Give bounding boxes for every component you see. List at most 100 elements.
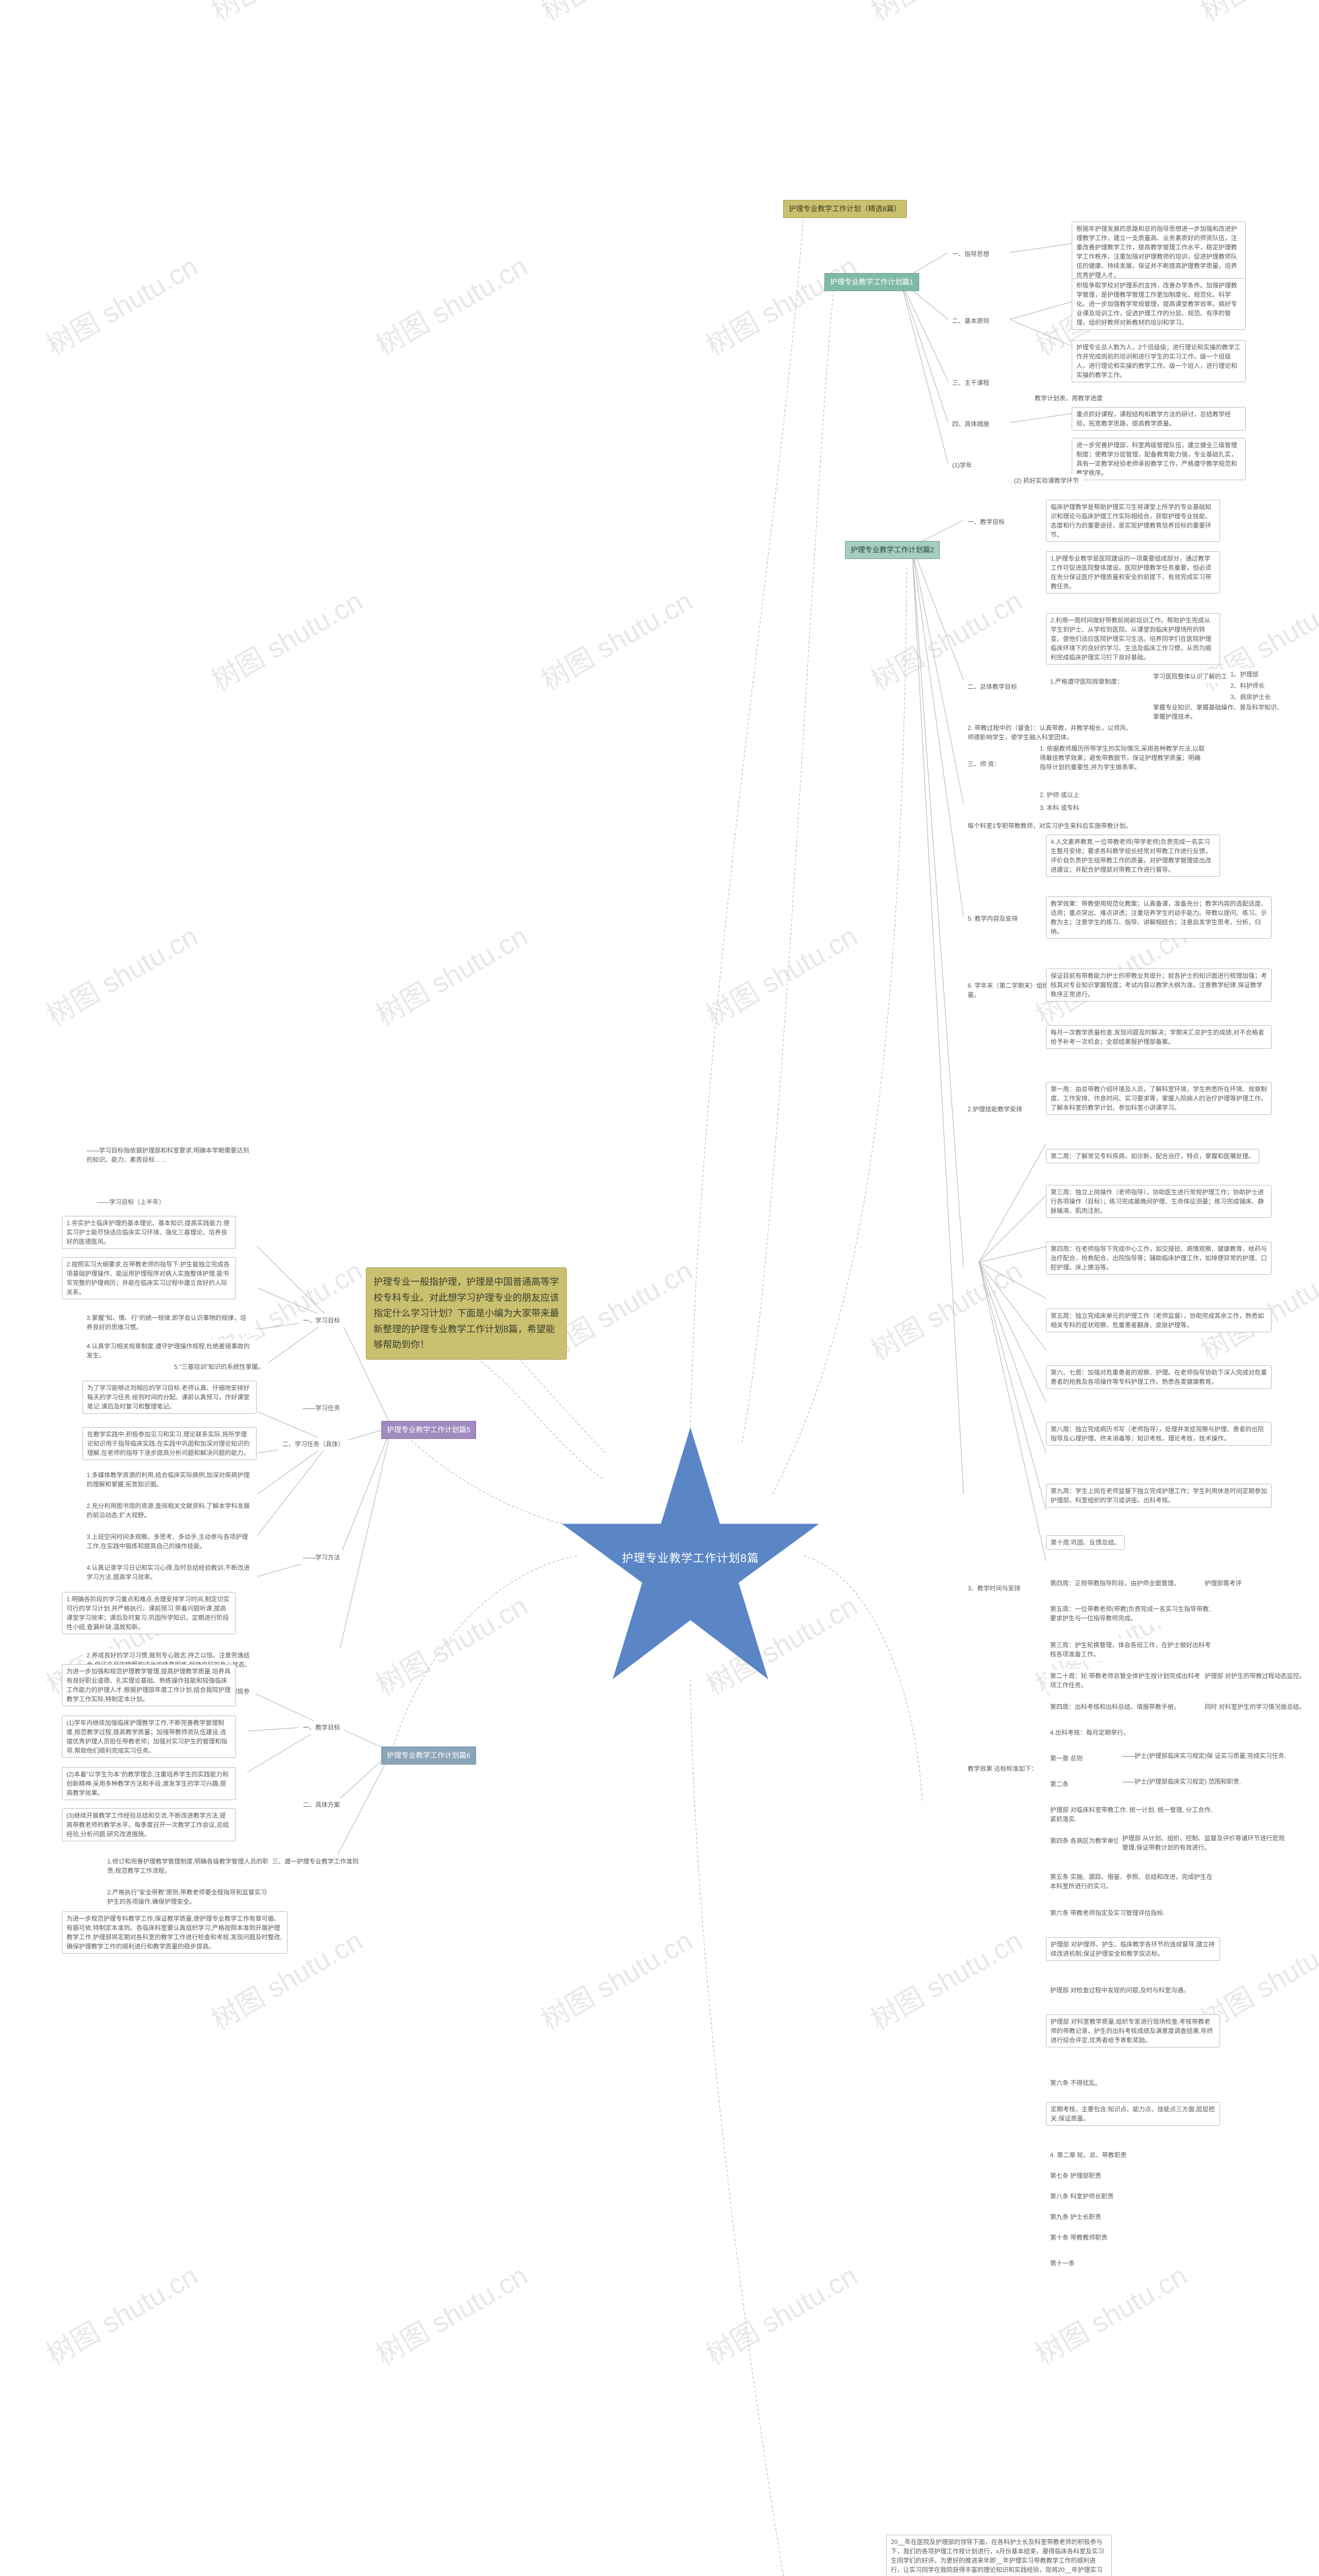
p2-a-d3: 2.利用一周时间做好带教前岗前培训工作。帮助护生完成从学生到护士、从学校到医院、… xyxy=(1046,613,1220,665)
p1-c-t: 三、主干课程 xyxy=(948,376,993,389)
p2-g0d: ——护士(护理部临床实习规定)保 证实习质量,完成实习任务. xyxy=(1118,1749,1290,1762)
p6-a2: (3)继续开展教学工作经验总结和交流,不断改进教学方法,提高带教老师的教学水平。… xyxy=(62,1808,236,1841)
p1-b-d1: 积极争取学校对护理系的支持，改善办学条件。加强护理教学管理，是护理教学管理工作更… xyxy=(1072,278,1246,330)
p6-a1: (2)本着"以学生为本"的教学理念,注重培养学生的实践能力和创新精神,采用多种教… xyxy=(62,1767,236,1800)
center-star: 护理专业教学工作计划8篇 xyxy=(556,1422,824,1690)
p2-f2: 第三周：护生轮换管理，体会各班工作，在护士做好出科考核各项准备工作。 xyxy=(1046,1638,1219,1661)
branch-more: 护理专业教学工作计划（精选8篇） xyxy=(783,200,907,218)
p2-g0: 第一章 总则 xyxy=(1046,1752,1087,1765)
p2-d-d: 保证目前有带教能力护士的带教业务提升；就各护士的知识面进行梳理加强；考核其对专业… xyxy=(1046,969,1272,1002)
p5-c1: 2.充分利用图书馆的资源,查阅相关文献资料,了解本学科发展的前沿动态,扩大视野。 xyxy=(82,1499,256,1522)
p2-a-t: 一、教学目标 xyxy=(963,515,1009,529)
p2-g6: 4. 第二章 轮、总、带教职责 xyxy=(1046,2148,1131,2162)
p2-g1d: ——护士(护理部临床实习规定) 范围和职责. xyxy=(1118,1775,1245,1788)
p2-g-extra3: 护理部 对科室教学质量,组织专家进行现场检查,考核带教老师的带教记录、护生的出科… xyxy=(1046,2014,1220,2047)
p2-w7: 第八周：独立完成病历书写（老师指导），处理并发症观察与护理、患者的出院指导及心理… xyxy=(1046,1422,1272,1446)
p5-pre: ——学习目标指依据护理部和科室要求,明确本学期需要达到的知识、能力、素质目标…… xyxy=(82,1144,256,1166)
p5-a5: 5."三基培训"知识的系统性掌握。 xyxy=(170,1360,268,1374)
p2-f3: 第二十周：轮 带教老师总管全体护生按计划完成出科考核各项工作任务。 xyxy=(1046,1669,1219,1692)
p2-f0s: 护理部需考评 xyxy=(1200,1577,1246,1590)
p5-b-t: ——学习任务 xyxy=(299,1401,344,1415)
intro-box: 护理专业一般指护理，护理是中国普通高等学校专科专业。对此想学习护理专业的朋友应该… xyxy=(366,1267,567,1360)
p6-a0: (1)学年内继续加强临床护理教学工作,不断完善教学管理制度,规范教学过程,提高教… xyxy=(62,1716,236,1758)
p1-b-t: 二、基本原则 xyxy=(948,314,993,328)
p2-f5: 4.出科考核：每月定期举行。 xyxy=(1046,1726,1134,1739)
p2-b3b: 2. 护师 或以上 xyxy=(1036,788,1084,802)
branch-p1: 护理专业教学工作计划篇1 xyxy=(824,273,919,291)
p2-b5: 4.人文素养教育,一位带教老师(带学老师)负责完成一名实习生整月安排；要求各科教… xyxy=(1046,835,1220,877)
p6-a-d: 为进一步加强和规范护理教学管理,提高护理教学质量,培养具有良好职业道德、扎实理论… xyxy=(62,1664,236,1706)
p1-a-d: 根据年护理发展的思路和总的指导思想进一步加强和改进护理教学工作，建立一支质量高、… xyxy=(1072,222,1246,282)
p5-a4: 4.认真学习相关规章制度,遵守护理操作规程,杜绝差错事故的发生。 xyxy=(82,1340,256,1362)
p5-b0: 为了学习能够达到相应的学习目标,老师认真、仔细地安排好每天的学习任务,给到时间的… xyxy=(82,1381,257,1414)
p5-c0: 1.多媒体教学资源的利用,结合临床实际病例,加深对疾病护理的理解和掌握,拓宽知识… xyxy=(82,1468,256,1491)
p6-b1: 2.严格执行"安全带教"原则,带教老师要全程指导和监督实习护生的各项操作,确保护… xyxy=(103,1886,276,1908)
p2-g-extra1: 护理部 对护理师、护生、临床教学各环节的连续督导,建立持续改进机制;保证护理安全… xyxy=(1046,1937,1220,1961)
branch-p2: 护理专业教学工作计划篇2 xyxy=(845,541,940,559)
p5-c-t: 二、学习任务（具体） xyxy=(278,1437,348,1451)
p6-c-d: 为进一步规范护理专科教学工作,保证教学质量,使护理专业教学工作有章可循、有据可依… xyxy=(62,1911,288,1954)
p2-g3: 第四条 各病区为教学单位。 xyxy=(1046,1834,1130,1848)
p2-g-t: 教学效果 达标标准如下： xyxy=(963,1762,1041,1775)
p5-c3: 4.认真记录学习日记和实习心得,及时总结经验教训,不断改进学习方法,提高学习效率… xyxy=(82,1561,256,1584)
p2-f4: 第四周：出科考核和出科总结、填报带教手册。 xyxy=(1046,1700,1184,1714)
p5-a1: 1.夯实护士临床护理的基本理论、基本知识,提高实践能力.使实习护士能尽快适应临床… xyxy=(62,1216,236,1249)
p2-w6: 第六、七周：加强对危重患者的观察、护理。在老师指导协助下深入完成对危重患者的抢救… xyxy=(1046,1365,1272,1389)
p6-c-t: 三、遵一护理专业教学工作准则 xyxy=(268,1855,363,1868)
p2-w4: 第四周：在老师指导下完成中心工作，如交接班、病情观察、健康教育、给药与治疗配合、… xyxy=(1046,1242,1272,1275)
p2-c-d: 教学效果：带教使用规范化教案；认真备课，准备充分；教学内容的选配适度、适用；重点… xyxy=(1046,896,1272,939)
p2-gZ: 第六条 不得扰乱。 xyxy=(1046,2076,1105,2090)
p2-g10: 第十条 带教教师职责 xyxy=(1046,2231,1111,2244)
p2-b3-t: 三、师 资： xyxy=(963,757,1004,771)
p5-a3: 3.掌握"知、情、行"的统一规律,即学会认识事物的规律，培养良好的思维习惯。 xyxy=(82,1311,256,1334)
p2-w2: 第二周：了解常见专科疾病，如诊断，配合治疗，特点，掌握和医嘱处理。 xyxy=(1046,1149,1259,1163)
p1-d-d: 重点抓好课程，课程结构和教学方法的研讨，总结教学经验，拓宽教学思路，提高教学质量… xyxy=(1072,407,1246,431)
p5-a0: ——学习目标（上半年） xyxy=(93,1195,169,1209)
p2-gZ2: 定期考核，主要包含:知识点、能力点、技能点三方面,层层把关,保证质量。 xyxy=(1046,2102,1220,2126)
p6-b-t: 二、具体方案 xyxy=(299,1798,344,1811)
branch-p6: 护理专业教学工作计划篇6 xyxy=(381,1747,476,1765)
p1-d-d2: 进一步完善护理部、科室两级管理队伍，建立健全三级管理制度；使教学分层管理，配备教… xyxy=(1072,438,1246,480)
p2-f1: 第五周：一位带教老师(带教)负责完成一名实习生指导带教,要求护生与一位指导教师完… xyxy=(1046,1602,1219,1625)
p2-g5: 第六条 带教老师指定及实习管理评估指标. xyxy=(1046,1906,1169,1920)
p2-f0: 第四周：正规带教指导阶段，由护师全面管理。 xyxy=(1046,1577,1184,1590)
p2-g11: 第十一条 xyxy=(1046,2257,1079,2270)
p2-w8: 第九周：学生上岗在老师监督下独立完成护理工作；学生利用休息时间定期参加护理部、科… xyxy=(1046,1484,1272,1507)
center-label: 护理专业教学工作计划8篇 xyxy=(556,1549,824,1566)
p2-g8: 第八条 科室护师长职责 xyxy=(1046,2190,1118,2203)
p1-b-d2: 护理专业总人数为人，2个班级级；进行理论和实操的教学工作并完成岗前的培训和进行学… xyxy=(1072,340,1246,382)
p3-intro: 20__年在医院及护理部的领导下面，在各科护士长及科室带教老师的积极参与下，我们… xyxy=(886,2535,1112,2576)
p2-e-t: 2.护理技能教学安排 xyxy=(963,1103,1026,1116)
p5-c2: 3.上班空闲时间多观察、多思考、多动手,主动参与各项护理工作,在实践中锻炼和提高… xyxy=(82,1530,256,1553)
p2-f3s: 护理部 对护生的带教过程动态监控。 xyxy=(1200,1669,1309,1683)
p2-w3: 第三周：独立上岗操作（老师指导），协助医生进行常规护理工作；协助护士进行各项操作… xyxy=(1046,1185,1272,1218)
p1-c-d: 教学计划表、周教学进度 xyxy=(1030,392,1107,405)
p2-g4: 第五条 实施、跟踪、借鉴、参照、总结和改进，完成护生在本科室所进行的实习。 xyxy=(1046,1870,1219,1893)
p1-e-d: (2) 抓好实验课教学环节 xyxy=(1010,474,1083,487)
p2-f4s: 同时 对科室护生的学习情况做总结。 xyxy=(1200,1700,1309,1714)
p2-a-d1: 临床护理教学是帮助护理实习生将课堂上所学的专业基础知识和理论与临床护理工作实际相… xyxy=(1046,500,1220,542)
p2-g2: 护理部 对临床科室带教工作, 统一计划, 统一管理, 分工合作, 紧抓落实. xyxy=(1046,1803,1219,1826)
p2-b1: 1.严格遵守医院规章制度： xyxy=(1046,675,1127,688)
p2-b-t: 二、总体教学目标 xyxy=(963,680,1021,693)
p2-g9: 第九条 护士长职责 xyxy=(1046,2210,1105,2224)
p2-b4: 每个科室1专职带教教师，对实习护生来科后实施带教计划。 xyxy=(963,819,1136,833)
p5-d0: 1.明确各阶段的学习重点和难点,合理安排学习时间,制定切实可行的学习计划,并严格… xyxy=(62,1592,236,1634)
p2-g7: 第七条 护理部职责 xyxy=(1046,2169,1105,2182)
p6-a-t: 一、教学目标 xyxy=(299,1721,344,1734)
p2-f-t: 3、教学时间与安排 xyxy=(963,1582,1025,1595)
p2-d-d2: 每月一次教学质量检查,发现问题及时解决；学期末汇总护生的成绩,对不合格者给予补考… xyxy=(1046,1025,1272,1049)
p2-b2: 2. 带教过程中的（督查）：认真带教，并教学相长，以师风、师德影响学生，使学生融… xyxy=(963,721,1137,744)
p5-b1: 在教学实践中,积极参加见习和实习,理论联系实际,将所学理论知识用于指导临床实践,… xyxy=(82,1427,257,1460)
p2-b3c: 3. 本科 或专科 xyxy=(1036,801,1084,815)
p5-a-t: 一、学习目标 xyxy=(299,1314,344,1327)
p2-g3d: 护理部 从计划、组织、控制、监督及评价等诸环节进行宏观管理,保证带教计划的有效进… xyxy=(1118,1832,1291,1854)
p2-w1: 第一周：由总带教介绍环境及人员，了解科室环境，学生熟悉所在环境、规章制度、工作安… xyxy=(1046,1082,1272,1115)
p5-d-t: ——学习方法 xyxy=(299,1551,344,1564)
p2-b1b: 掌握专业知识、掌握基础操作、普及科学知识、掌握护理技术。 xyxy=(1149,701,1291,723)
p2-g1: 第二条 xyxy=(1046,1777,1073,1791)
p2-w5: 第五周：独立完成床单元的护理工作（老师监督），协助完成其余工作，熟悉如相关专科的… xyxy=(1046,1309,1272,1332)
p1-a-t: 一、指导思想 xyxy=(948,247,993,261)
p2-a-d2: 1.护理专业教学是医院建设的一项重要组成部分，通过教学工作可促进医院整体建设。医… xyxy=(1046,551,1220,594)
p1-e-t: (1)学年 xyxy=(948,459,976,472)
